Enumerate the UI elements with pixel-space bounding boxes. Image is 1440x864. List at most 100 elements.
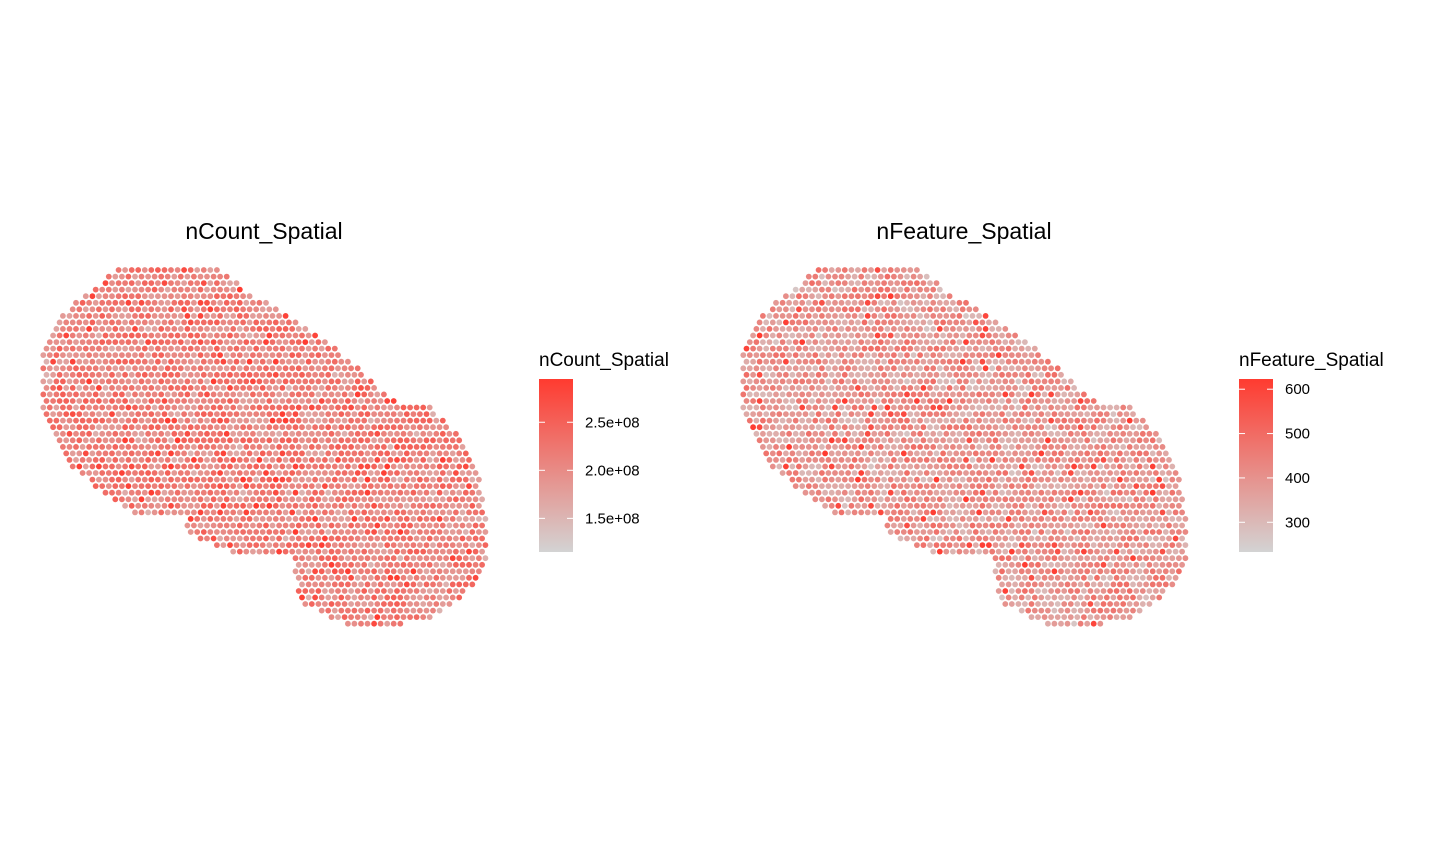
- spot: [1054, 496, 1061, 503]
- spot: [125, 417, 132, 424]
- spot: [1022, 548, 1028, 555]
- spot: [995, 483, 1002, 489]
- spot: [407, 614, 413, 620]
- spot: [884, 430, 891, 437]
- spot: [138, 391, 145, 398]
- spot: [740, 352, 747, 358]
- spot: [1107, 417, 1113, 424]
- spot: [1169, 555, 1176, 562]
- spot: [946, 437, 953, 444]
- spot: [1084, 502, 1091, 509]
- spot: [1022, 574, 1028, 581]
- spot: [53, 404, 60, 411]
- spot: [907, 267, 914, 273]
- spot: [933, 437, 940, 444]
- spot: [783, 293, 789, 300]
- spot: [308, 457, 315, 463]
- spot: [1015, 470, 1022, 476]
- spot: [50, 358, 56, 365]
- spot: [439, 548, 446, 555]
- spot: [181, 358, 188, 365]
- spot: [1094, 417, 1100, 424]
- spot: [995, 430, 1002, 437]
- spot: [423, 516, 430, 522]
- spot: [950, 430, 956, 437]
- spot: [746, 339, 753, 345]
- spot: [43, 411, 50, 417]
- spot: [914, 450, 920, 457]
- spot: [953, 463, 960, 470]
- spot: [204, 509, 210, 516]
- spot: [187, 280, 194, 286]
- spot: [204, 522, 210, 529]
- spot: [1100, 417, 1107, 424]
- spot: [832, 286, 838, 293]
- spot: [904, 404, 910, 411]
- spot: [1045, 450, 1051, 457]
- spot: [318, 516, 325, 522]
- spot: [786, 404, 792, 411]
- spot: [920, 358, 927, 365]
- spot: [282, 509, 289, 516]
- spot: [289, 444, 296, 450]
- spot: [943, 365, 950, 372]
- spot: [351, 555, 358, 562]
- spot: [394, 430, 400, 437]
- spot: [995, 535, 1002, 542]
- spot: [158, 496, 165, 503]
- spot: [187, 476, 194, 483]
- spot: [1061, 378, 1068, 385]
- spot: [897, 273, 904, 280]
- spot: [887, 319, 894, 326]
- spot: [825, 326, 832, 332]
- spot: [1045, 568, 1051, 575]
- spot: [361, 496, 368, 503]
- spot: [181, 371, 188, 378]
- spot: [802, 293, 809, 300]
- spot: [995, 522, 1002, 529]
- spot: [164, 286, 171, 293]
- spot: [809, 345, 815, 352]
- spot: [233, 411, 240, 417]
- spot: [138, 299, 145, 306]
- spot: [1090, 450, 1097, 457]
- spot: [1100, 457, 1107, 463]
- legend-tick-label: 2.5e+08: [585, 414, 640, 431]
- spot: [220, 306, 227, 313]
- spot: [233, 450, 240, 457]
- spot: [927, 358, 933, 365]
- spot: [390, 450, 397, 457]
- spot: [1139, 574, 1146, 581]
- spot: [390, 542, 397, 548]
- spot: [986, 529, 992, 535]
- spot: [367, 509, 374, 516]
- spot: [312, 568, 318, 575]
- spot: [1038, 529, 1045, 535]
- spot: [841, 476, 848, 483]
- spot: [1071, 411, 1077, 417]
- spot: [322, 535, 328, 542]
- spot: [40, 352, 47, 358]
- spot: [858, 391, 865, 398]
- spot: [253, 476, 260, 483]
- spot: [286, 542, 292, 548]
- spot: [443, 463, 449, 470]
- spot: [1035, 430, 1041, 437]
- spot: [371, 568, 377, 575]
- spot: [119, 286, 125, 293]
- spot: [1081, 430, 1087, 437]
- spot: [1146, 588, 1153, 594]
- spot: [796, 476, 802, 483]
- spot: [1176, 555, 1182, 562]
- spot: [1077, 424, 1084, 431]
- spot: [223, 273, 230, 280]
- spot: [845, 391, 851, 398]
- spot: [1143, 476, 1149, 483]
- spot: [233, 437, 240, 444]
- spot: [449, 594, 456, 601]
- spot: [995, 561, 1002, 568]
- spot: [161, 385, 168, 391]
- spot: [289, 430, 296, 437]
- spot: [171, 326, 178, 332]
- spot: [86, 299, 92, 306]
